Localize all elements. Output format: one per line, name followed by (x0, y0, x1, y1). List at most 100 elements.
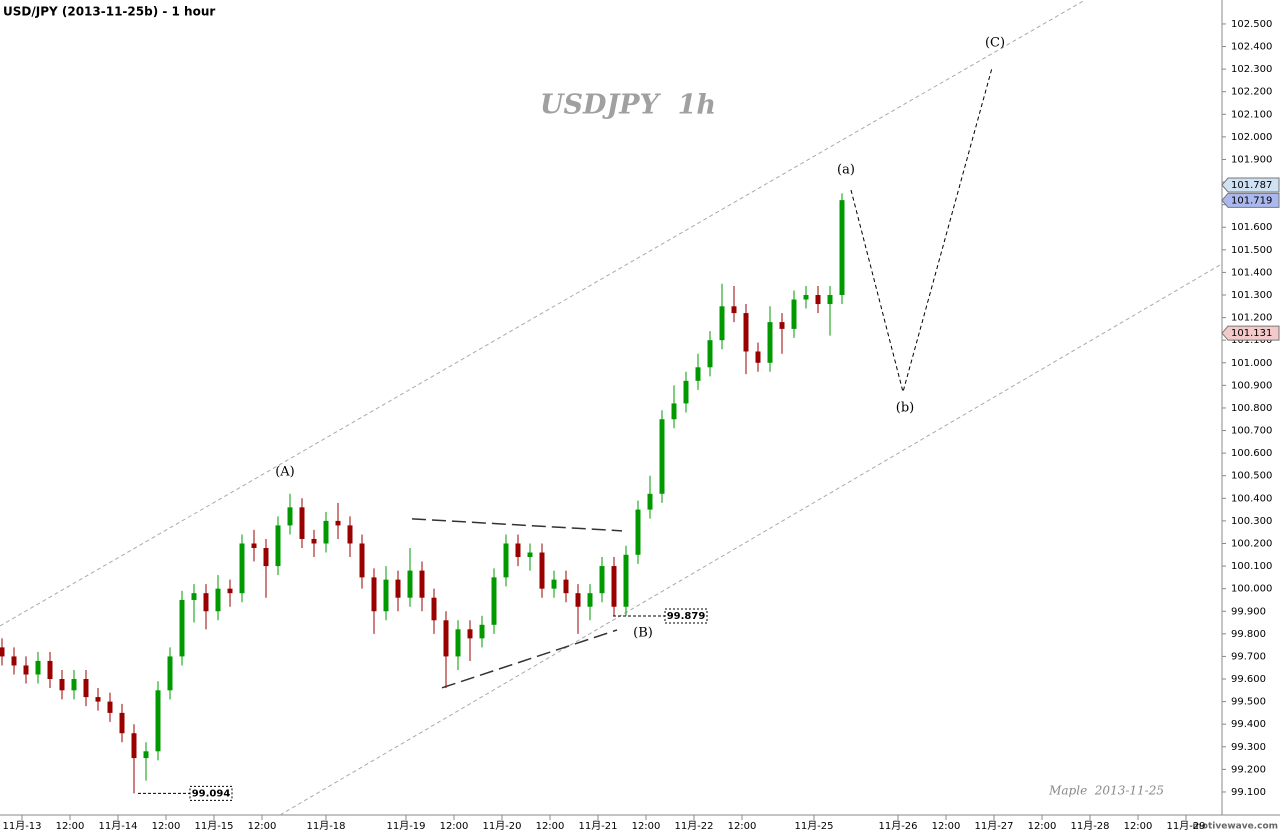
candle-body (503, 543, 509, 578)
candle-body (179, 599, 185, 657)
candle-body (395, 579, 401, 598)
x-tick-label: 11月-14 (98, 820, 137, 832)
candle-body (635, 509, 641, 555)
candle-body (671, 403, 677, 420)
candle-body (707, 340, 713, 368)
candle-body (467, 629, 473, 639)
wave-label: (B) (633, 625, 653, 640)
candle-body (35, 660, 41, 675)
y-tick-label: 102.400 (1231, 42, 1272, 53)
candle-body (551, 579, 557, 589)
x-tick-label: 11月-29 (1166, 820, 1205, 832)
candle-body (47, 660, 53, 680)
candle-body (11, 656, 17, 666)
y-tick-label: 102.000 (1231, 132, 1272, 143)
level-box (664, 608, 708, 624)
x-tick-label: 12:00 (728, 821, 757, 832)
price-tag (1221, 177, 1280, 193)
candle-body (95, 697, 101, 702)
candle-body (791, 299, 797, 329)
candle-body (131, 733, 137, 759)
y-tick-label: 102.200 (1231, 87, 1272, 98)
candle-body (587, 593, 593, 607)
candle-body (83, 679, 89, 698)
candle-body (815, 295, 821, 305)
y-tick-label: 99.900 (1231, 606, 1266, 617)
brand: motivewave.com (1192, 822, 1278, 832)
x-tick-label: 11月-13 (2, 820, 41, 832)
x-tick-label: 11月-15 (194, 820, 233, 832)
y-tick-label: 99.600 (1231, 674, 1266, 685)
candle-body (371, 577, 377, 612)
x-tick-label: 11月-18 (306, 820, 345, 832)
level-label: 99.879 (667, 611, 706, 622)
x-tick-label: 12:00 (536, 821, 565, 832)
price-tag-label: 101.787 (1231, 180, 1272, 191)
y-tick-label: 102.500 (1231, 19, 1272, 30)
candle-body (695, 367, 701, 381)
candle-body (731, 306, 737, 314)
candle-body (767, 322, 773, 363)
y-tick-label: 101.900 (1231, 154, 1272, 165)
candle-body (827, 295, 833, 305)
y-tick-label: 101.600 (1231, 222, 1272, 233)
wave-label: (A) (275, 464, 295, 479)
candle-body (263, 548, 269, 567)
candle-body (143, 751, 149, 759)
candle-body (215, 588, 221, 612)
candle-body (155, 690, 161, 752)
x-tick-label: 11月-22 (674, 820, 713, 832)
candle-body (383, 579, 389, 612)
candle-body (347, 525, 353, 544)
wave-label: (a) (837, 162, 855, 177)
signature: Maple 2013-11-25 (1048, 784, 1164, 798)
x-tick-label: 12:00 (632, 821, 661, 832)
y-tick-label: 100.500 (1231, 471, 1272, 482)
candle-body (575, 593, 581, 607)
candle-body (239, 543, 245, 594)
y-tick-label: 100.900 (1231, 380, 1272, 391)
price-tag-label: 101.131 (1231, 328, 1272, 339)
y-tick-label: 102.100 (1231, 109, 1272, 120)
wave-label: (b) (896, 400, 914, 415)
candle-body (167, 656, 173, 691)
triangle-line (411, 518, 623, 532)
candle-body (59, 679, 65, 691)
candle-body (227, 588, 233, 594)
candle-body (23, 665, 29, 675)
candle-body (539, 552, 545, 589)
candle-body (71, 679, 77, 691)
candle-body (287, 507, 293, 526)
candle-body (311, 538, 317, 544)
y-tick-label: 100.200 (1231, 538, 1272, 549)
candle-body (611, 566, 617, 607)
triangle-line (441, 629, 618, 689)
level-label: 99.094 (192, 788, 231, 799)
candle-body (647, 493, 653, 510)
y-tick-label: 101.300 (1231, 290, 1272, 301)
y-tick-label: 101.200 (1231, 313, 1272, 324)
price-tag (1221, 325, 1280, 341)
x-tick-label: 12:00 (248, 821, 277, 832)
y-tick-label: 99.400 (1231, 719, 1266, 730)
y-tick-label: 99.200 (1231, 764, 1266, 775)
x-tick-label: 11月-21 (578, 820, 617, 832)
x-tick-label: 11月-28 (1070, 820, 1109, 832)
price-tag-label: 101.719 (1231, 195, 1272, 206)
y-tick-label: 99.500 (1231, 697, 1266, 708)
x-tick-label: 12:00 (932, 821, 961, 832)
candle-body (275, 525, 281, 567)
candle-body (839, 200, 845, 296)
x-tick-label: 12:00 (1124, 821, 1153, 832)
candle-body (743, 313, 749, 352)
y-tick-label: 100.600 (1231, 448, 1272, 459)
candle-body (479, 624, 485, 639)
candle-body (755, 351, 761, 363)
price-tag (1221, 192, 1280, 208)
candle-body (251, 543, 257, 549)
candle-body (323, 520, 329, 544)
y-tick-label: 101.400 (1231, 267, 1272, 278)
y-tick-label: 102.300 (1231, 64, 1272, 75)
y-tick-label: 101.100 (1231, 335, 1272, 346)
